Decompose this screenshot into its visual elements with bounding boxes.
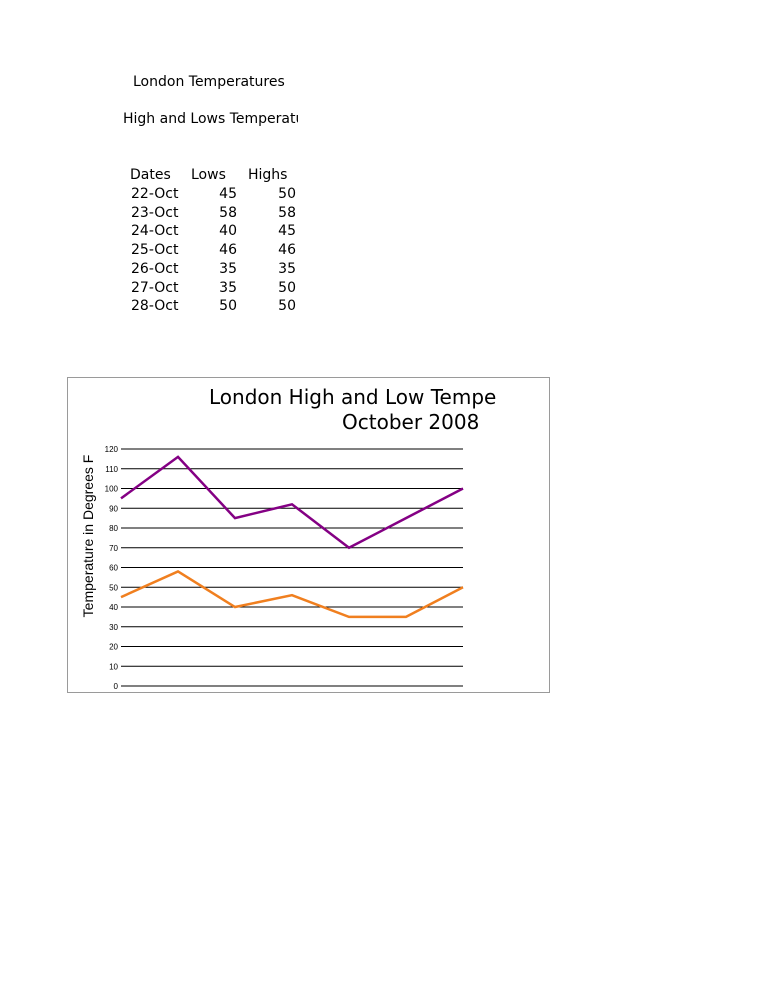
- gridlines: [121, 448, 463, 687]
- table-high-cell: 45: [278, 223, 296, 239]
- y-tick-label: 20: [109, 643, 118, 652]
- y-axis-ticks: 0 10 20 30 40 50 60 70 80 90 100 110 120: [105, 445, 119, 691]
- y-tick-label: 0: [114, 682, 119, 691]
- table-date-cell: 24-Oct: [131, 223, 179, 239]
- table-date-cell: 25-Oct: [131, 242, 179, 258]
- table-high-cell: 35: [278, 261, 296, 277]
- table-date-cell: 26-Oct: [131, 261, 179, 277]
- y-tick-label: 50: [109, 583, 118, 592]
- chart-subtitle: October 2008: [342, 410, 479, 434]
- y-tick-label: 110: [105, 465, 118, 474]
- y-tick-label: 10: [109, 662, 118, 671]
- lows-series-line: [120, 570, 464, 619]
- y-tick-label: 80: [109, 524, 118, 533]
- table-low-cell: 40: [219, 223, 237, 239]
- y-tick-label: 70: [109, 544, 118, 553]
- y-tick-label: 40: [109, 603, 118, 612]
- header-highs: Highs: [248, 167, 288, 183]
- table-low-cell: 45: [219, 186, 237, 202]
- y-tick-label: 30: [109, 623, 118, 632]
- table-date-cell: 23-Oct: [131, 205, 179, 221]
- table-low-cell: 35: [219, 280, 237, 296]
- y-tick-label: 100: [105, 485, 119, 494]
- table-low-cell: 35: [219, 261, 237, 277]
- y-tick-label: 90: [109, 504, 118, 513]
- table-high-cell: 50: [278, 280, 296, 296]
- table-high-cell: 50: [278, 186, 296, 202]
- y-axis-label: Temperature in Degrees F: [80, 455, 96, 618]
- table-date-cell: 27-Oct: [131, 280, 179, 296]
- y-tick-label: 60: [109, 564, 118, 573]
- chart-svg: 0 10 20 30 40 50 60 70 80 90 100 110 120 London High…: [80, 385, 496, 691]
- table-low-cell: 46: [219, 242, 237, 258]
- chart-title: London High and Low Tempe: [209, 385, 496, 409]
- table-high-cell: 58: [278, 205, 296, 221]
- header-dates: Dates: [130, 167, 171, 183]
- table-high-cell: 50: [278, 298, 296, 314]
- table-low-cell: 58: [219, 205, 237, 221]
- table-date-cell: 28-Oct: [131, 298, 179, 314]
- sheet-subtitle: High and Lows Temperatu: [123, 111, 298, 127]
- table-low-cell: 50: [219, 298, 237, 314]
- series-lines: [120, 455, 464, 619]
- line-chart: 0 10 20 30 40 50 60 70 80 90 100 110 120 London High…: [67, 377, 550, 693]
- table-high-cell: 46: [278, 242, 296, 258]
- sheet-title: London Temperatures: [133, 74, 285, 90]
- table-date-cell: 22-Oct: [131, 186, 179, 202]
- y-tick-label: 120: [105, 445, 119, 454]
- header-lows: Lows: [191, 167, 226, 183]
- stacked-highs-series-line: [120, 455, 464, 550]
